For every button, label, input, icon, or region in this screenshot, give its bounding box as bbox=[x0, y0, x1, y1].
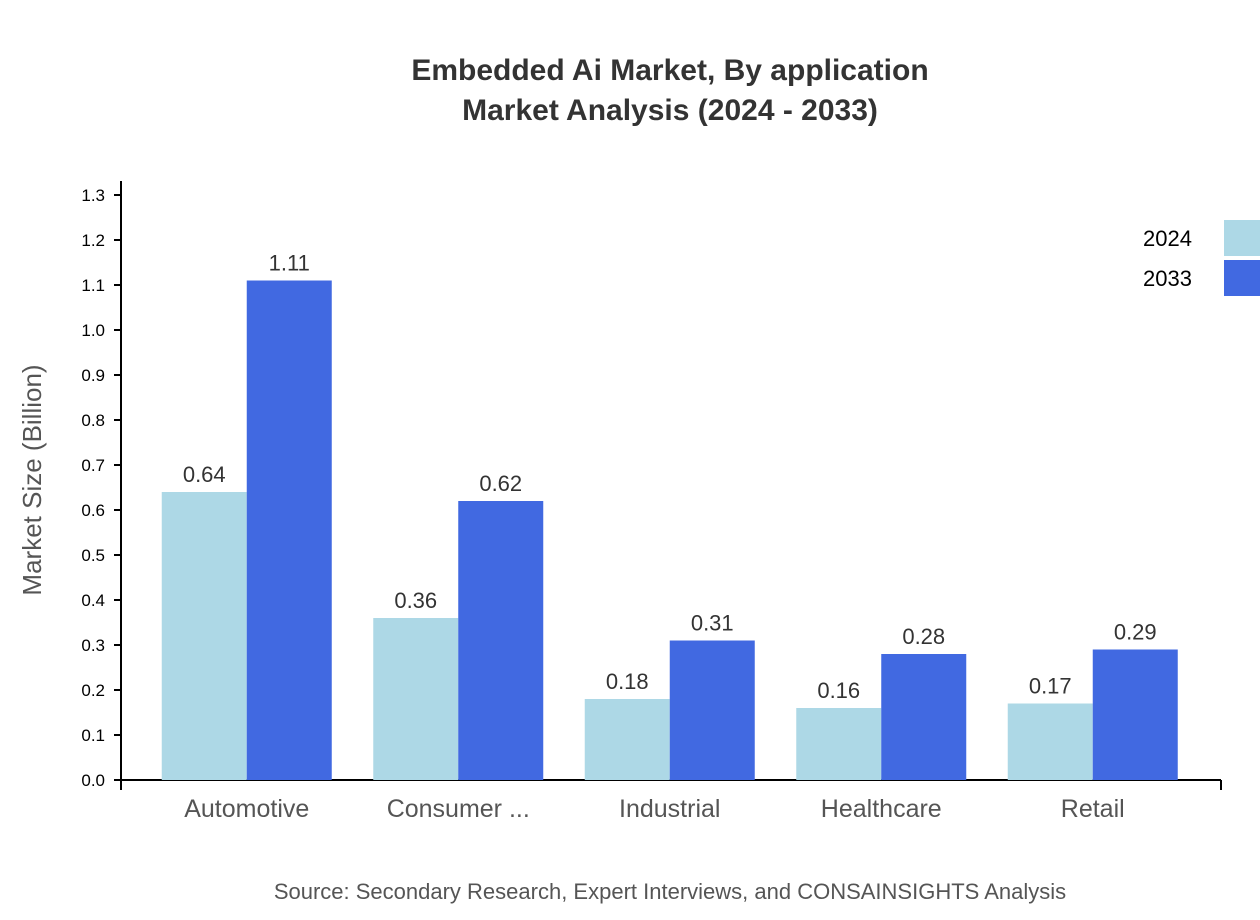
y-tick-label: 1.1 bbox=[81, 276, 105, 295]
chart-title-line-2: Market Analysis (2024 - 2033) bbox=[462, 94, 878, 127]
y-tick-label: 0.0 bbox=[81, 771, 105, 790]
y-tick-label: 1.2 bbox=[81, 231, 105, 250]
data-label: 1.11 bbox=[269, 251, 310, 276]
legend-label: 2024 bbox=[1143, 226, 1192, 251]
y-tick-label: 0.6 bbox=[81, 501, 105, 520]
y-tick-label: 0.4 bbox=[81, 591, 105, 610]
data-label: 0.31 bbox=[691, 611, 734, 636]
y-tick-label: 0.7 bbox=[81, 456, 105, 475]
data-label: 0.28 bbox=[902, 624, 945, 649]
bar-2024 bbox=[161, 492, 247, 780]
legend: 2024 2033 bbox=[1143, 220, 1260, 296]
data-label: 0.64 bbox=[183, 462, 226, 487]
bars: 0.64 1.11 0.36 0.62 0.18 0.31 0.16 0.28 0.17 0.29 bbox=[161, 251, 1178, 780]
bar-2033 bbox=[881, 654, 967, 780]
y-tick-label: 0.8 bbox=[81, 411, 105, 430]
bar-2024 bbox=[373, 618, 459, 780]
bar-2033 bbox=[458, 501, 544, 780]
source-note: Source: Secondary Research, Expert Inter… bbox=[274, 879, 1066, 904]
data-label: 0.62 bbox=[479, 471, 522, 496]
x-axis: Automotive Consumer ... Industrial Healthca… bbox=[120, 779, 1222, 823]
data-label: 0.17 bbox=[1029, 674, 1072, 699]
x-category-label: Industrial bbox=[619, 795, 720, 823]
x-category-label: Healthcare bbox=[821, 795, 942, 823]
data-label: 0.16 bbox=[817, 678, 860, 703]
bar-2024 bbox=[1007, 703, 1093, 780]
y-tick-label: 0.1 bbox=[81, 726, 105, 745]
y-axis-label: Market Size (Billion) bbox=[17, 364, 47, 595]
bar-2033 bbox=[1092, 649, 1178, 780]
bar-2033 bbox=[246, 280, 332, 780]
data-label: 0.36 bbox=[394, 588, 437, 613]
legend-swatch bbox=[1224, 220, 1260, 256]
y-tick-label: 0.9 bbox=[81, 366, 105, 385]
y-tick-label: 0.2 bbox=[81, 681, 105, 700]
x-category-label: Retail bbox=[1061, 795, 1125, 823]
chart-title-line-1: Embedded Ai Market, By application bbox=[411, 54, 928, 87]
x-category-label: Automotive bbox=[184, 795, 309, 823]
data-label: 0.18 bbox=[606, 669, 649, 694]
legend-swatch bbox=[1224, 260, 1260, 296]
data-label: 0.29 bbox=[1114, 620, 1157, 645]
bar-2024 bbox=[796, 708, 882, 780]
y-tick-label: 0.5 bbox=[81, 546, 105, 565]
y-tick-label: 0.3 bbox=[81, 636, 105, 655]
y-tick-label: 1.0 bbox=[81, 321, 105, 340]
y-axis: 0.0 0.1 0.2 0.3 0.4 0.5 0.6 0.7 0.8 0.9 1.0 1.1 1.2 1… bbox=[81, 181, 122, 790]
y-tick-label: 1.3 bbox=[81, 186, 105, 205]
bar-2024 bbox=[584, 699, 670, 780]
x-category-label: Consumer ... bbox=[387, 795, 530, 823]
legend-label: 2033 bbox=[1143, 266, 1192, 291]
bar-2033 bbox=[669, 640, 755, 780]
